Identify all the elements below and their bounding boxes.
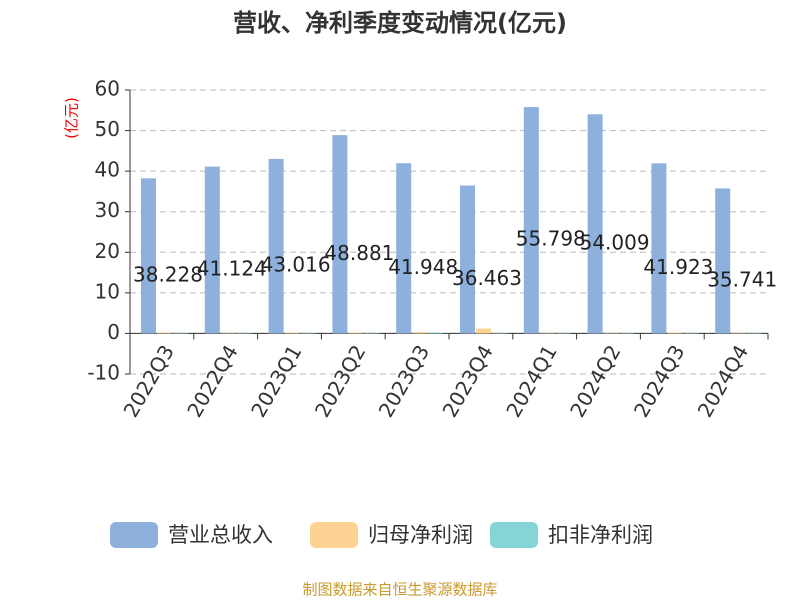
data-label: 54.009 <box>580 230 650 254</box>
bar <box>396 163 412 334</box>
y-axis-label: (亿元) <box>63 97 81 139</box>
bar <box>523 107 539 334</box>
chart-title: 营收、净利季度变动情况(亿元) <box>233 9 567 37</box>
bar <box>412 332 428 334</box>
source-note: 制图数据来自恒生聚源数据库 <box>302 581 497 599</box>
data-label: 43.016 <box>261 253 331 277</box>
bar <box>651 163 667 334</box>
x-tick-label: 2023Q4 <box>438 341 498 422</box>
y-tick-label: 10 <box>95 279 120 303</box>
legend-swatch <box>490 522 538 548</box>
bar <box>428 332 444 334</box>
x-tick-label: 2024Q2 <box>565 341 625 422</box>
bar <box>332 135 348 334</box>
x-tick-label: 2023Q2 <box>310 341 370 422</box>
y-tick-label: 60 <box>95 77 120 101</box>
bar <box>268 158 284 334</box>
legend-label: 归母净利润 <box>368 523 473 547</box>
y-tick-label: -10 <box>87 361 120 385</box>
x-tick-label: 2024Q4 <box>693 341 753 422</box>
y-tick-label: 20 <box>95 239 120 263</box>
data-label: 35.741 <box>707 267 777 291</box>
x-tick-label: 2022Q4 <box>182 341 242 422</box>
bar <box>476 328 491 334</box>
bar <box>141 178 156 334</box>
bar <box>348 332 364 334</box>
data-label: 41.124 <box>197 257 267 281</box>
x-tick-label: 2023Q3 <box>374 341 434 422</box>
y-tick-label: 50 <box>95 117 120 141</box>
data-label: 41.948 <box>388 255 458 279</box>
legend-swatch <box>110 522 158 548</box>
data-label: 55.798 <box>516 227 586 251</box>
bar <box>667 332 683 334</box>
legend-label: 营业总收入 <box>168 523 273 547</box>
bar <box>204 166 220 334</box>
x-tick-label: 2023Q1 <box>246 341 306 422</box>
legend-swatch <box>310 522 358 548</box>
y-tick-label: 30 <box>95 198 120 222</box>
x-tick-label: 2024Q1 <box>501 341 561 422</box>
bar <box>157 332 172 334</box>
bar <box>460 185 475 334</box>
data-label: 36.463 <box>452 266 522 290</box>
legend-label: 扣非净利润 <box>548 523 653 547</box>
data-label: 48.881 <box>324 241 394 265</box>
bar <box>715 188 731 334</box>
x-tick-label: 2024Q3 <box>629 341 689 422</box>
y-tick-label: 0 <box>107 320 120 344</box>
data-label: 38.228 <box>133 262 203 286</box>
bar <box>284 332 300 334</box>
y-tick-label: 40 <box>95 158 120 182</box>
x-tick-label: 2022Q3 <box>119 341 179 422</box>
bar <box>587 114 603 334</box>
data-label: 41.923 <box>643 255 713 279</box>
